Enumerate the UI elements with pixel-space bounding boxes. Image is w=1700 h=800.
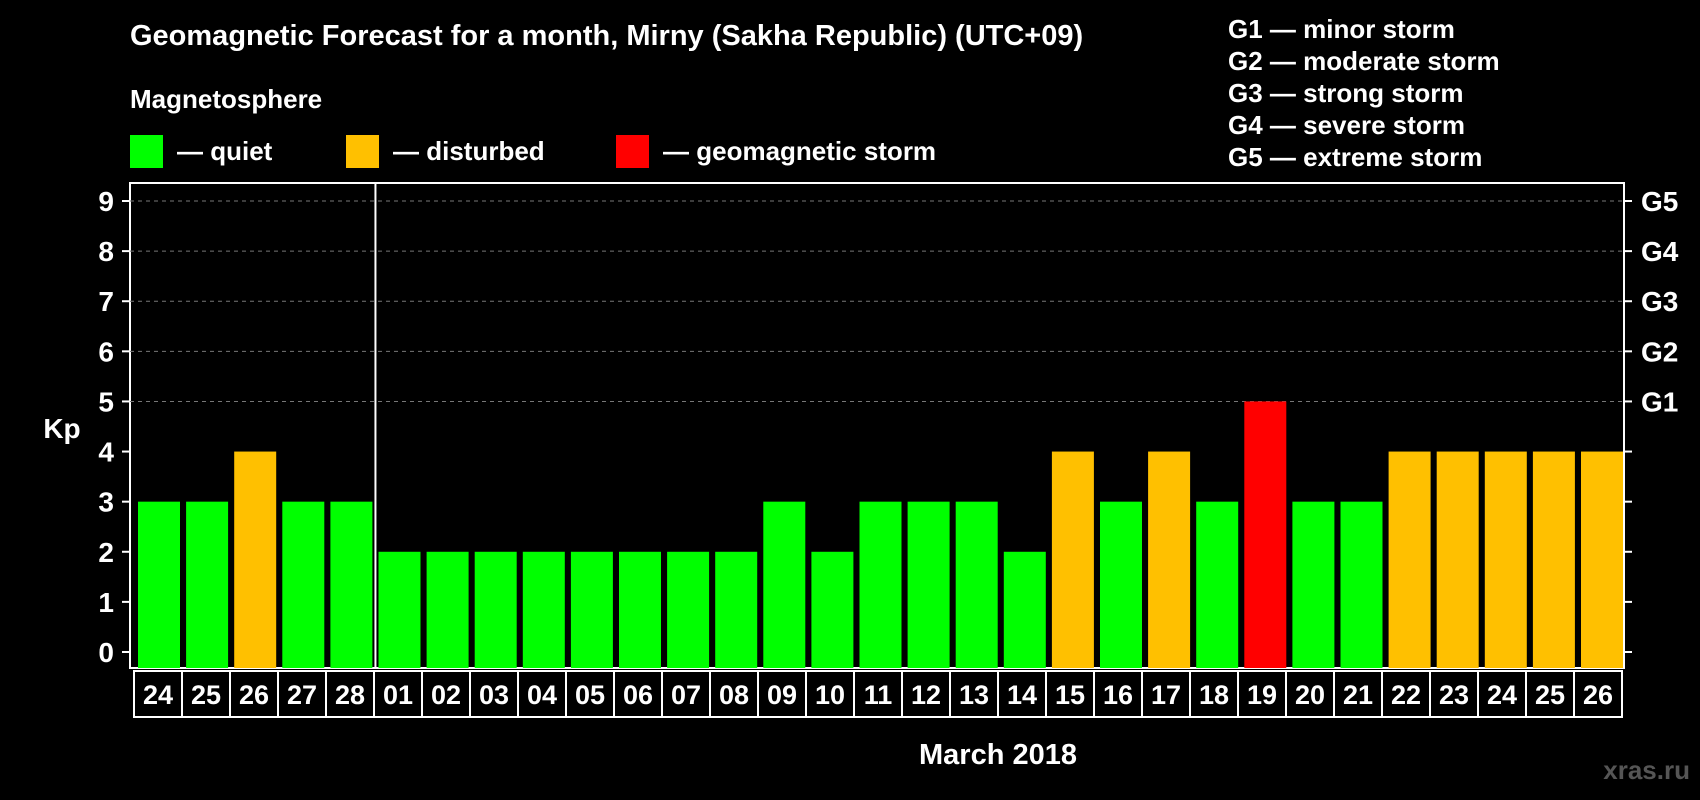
x-tick-label-11: 07	[671, 680, 701, 710]
y-axis-label: Kp	[43, 413, 80, 444]
bar-14	[811, 551, 854, 668]
x-tick-label-16: 12	[911, 680, 941, 710]
bar-5	[378, 551, 421, 668]
legend-quiet-label: — quiet	[177, 135, 273, 166]
storm-scale-g1: G1 — minor storm	[1228, 14, 1455, 44]
x-tick-label-10: 06	[623, 680, 653, 710]
x-tick-label-28: 24	[1487, 680, 1517, 710]
bar-30	[1581, 451, 1623, 668]
x-tick-label-23: 19	[1247, 680, 1277, 710]
legend-quiet-swatch	[130, 134, 163, 168]
y-tick-label-7: 7	[98, 286, 114, 317]
x-tick-label-9: 05	[575, 680, 605, 710]
bar-20	[1100, 501, 1142, 668]
bar-7	[474, 551, 517, 668]
bar-23	[1244, 401, 1287, 668]
storm-scale-g3: G3 — strong storm	[1228, 78, 1464, 108]
bar-0	[138, 501, 180, 668]
right-label-g5: G5	[1641, 186, 1678, 217]
x-tick-label-15: 11	[864, 680, 893, 710]
magnetosphere-label: Magnetosphere	[130, 84, 323, 114]
legend-storm-swatch	[616, 134, 649, 168]
y-tick-label-1: 1	[98, 587, 114, 618]
x-tick-label-1: 25	[191, 680, 221, 710]
x-tick-label-21: 17	[1151, 680, 1181, 710]
legend-disturbed: — disturbed	[346, 134, 545, 168]
bar-10	[619, 551, 661, 668]
bar-1	[186, 501, 229, 668]
bar-24	[1292, 501, 1335, 668]
right-label-g4: G4	[1641, 236, 1679, 267]
bar-28	[1484, 451, 1527, 668]
x-tick-label-17: 13	[959, 680, 989, 710]
storm-scale-g4: G4 — severe storm	[1228, 110, 1466, 140]
x-tick-label-24: 20	[1295, 680, 1325, 710]
y-tick-label-4: 4	[98, 437, 114, 468]
legend-storm-label: — geomagnetic storm	[663, 135, 937, 166]
bar-25	[1340, 501, 1383, 668]
x-tick-label-6: 02	[431, 680, 461, 710]
bar-4	[330, 501, 373, 668]
y-tick-label-3: 3	[98, 487, 114, 518]
date-row-frame	[133, 670, 1623, 718]
right-label-g1: G1	[1641, 386, 1678, 417]
storm-scale-list: G1 — minor storm G2 — moderate storm G3 …	[1228, 13, 1500, 173]
bar-13	[763, 501, 806, 668]
x-tick-label-20: 16	[1103, 680, 1133, 710]
x-tick-label-5: 01	[383, 680, 413, 710]
x-tick-label-22: 18	[1199, 680, 1229, 710]
bar-27	[1436, 451, 1479, 668]
bar-21	[1148, 451, 1191, 668]
x-tick-label-29: 25	[1535, 680, 1565, 710]
bar-18	[1003, 551, 1046, 668]
y-tick-label-5: 5	[98, 386, 114, 417]
x-tick-label-30: 26	[1583, 680, 1613, 710]
legend-storm: — geomagnetic storm	[616, 134, 936, 168]
right-label-g3: G3	[1641, 286, 1678, 317]
watermark: xras.ru	[1603, 755, 1690, 785]
y-tick-label-0: 0	[98, 637, 114, 668]
bar-2	[234, 451, 277, 668]
bar-6	[426, 551, 469, 668]
x-tick-label-2: 26	[239, 680, 269, 710]
bar-16	[907, 501, 950, 668]
x-tick-label-26: 22	[1391, 680, 1421, 710]
x-tick-label-7: 03	[479, 680, 509, 710]
legend-disturbed-label: — disturbed	[393, 135, 545, 166]
storm-scale-g2: G2 — moderate storm	[1228, 46, 1500, 76]
x-tick-label-13: 09	[767, 680, 797, 710]
x-axis-label: March 2018	[919, 739, 1077, 771]
bar-15	[859, 501, 902, 668]
bar-8	[522, 551, 565, 668]
chart-title: Geomagnetic Forecast for a month, Mirny …	[130, 20, 1084, 52]
x-tick-label-8: 04	[527, 680, 557, 710]
x-tick-label-0: 24	[143, 680, 173, 710]
x-tick-label-27: 23	[1439, 680, 1469, 710]
x-tick-label-12: 08	[719, 680, 749, 710]
x-tick-label-25: 21	[1343, 680, 1373, 710]
x-tick-label-4: 28	[335, 680, 365, 710]
x-tick-label-19: 15	[1055, 680, 1085, 710]
bar-11	[667, 551, 710, 668]
x-tick-label-3: 27	[287, 680, 317, 710]
legend-disturbed-swatch	[346, 134, 379, 168]
bar-3	[282, 501, 325, 668]
y-tick-label-8: 8	[98, 236, 114, 267]
legend-quiet: — quiet	[130, 134, 272, 168]
bar-19	[1051, 451, 1094, 668]
bar-29	[1532, 451, 1575, 668]
x-tick-label-18: 14	[1007, 680, 1037, 710]
y-tick-label-2: 2	[98, 537, 114, 568]
y-tick-label-6: 6	[98, 336, 114, 367]
bar-12	[715, 551, 758, 668]
bar-17	[955, 501, 998, 668]
x-tick-label-14: 10	[815, 680, 845, 710]
y-tick-label-9: 9	[98, 186, 114, 217]
bar-9	[570, 551, 613, 668]
bar-22	[1196, 501, 1239, 668]
right-label-g2: G2	[1641, 336, 1678, 367]
storm-scale-g5: G5 — extreme storm	[1228, 142, 1483, 172]
bar-26	[1388, 451, 1431, 668]
